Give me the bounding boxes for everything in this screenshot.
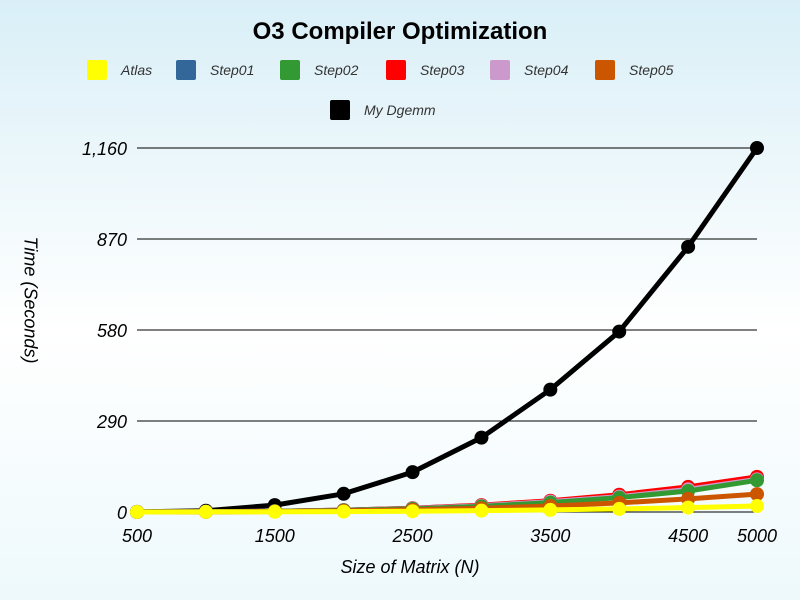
legend-swatch-atlas xyxy=(87,60,107,80)
data-point-atlas-1 xyxy=(198,504,213,519)
data-point-my-dgemm-9 xyxy=(750,141,764,155)
legend-item-step04[interactable]: Step04 xyxy=(490,58,568,82)
data-point-step02-9 xyxy=(750,473,764,488)
legend-label-step03: Step03 xyxy=(420,62,465,78)
legend-label-step05: Step05 xyxy=(629,62,674,78)
y-tick-label-4: 1,160 xyxy=(82,139,127,159)
x-tick-label-5: 5000 xyxy=(737,526,777,546)
y-tick-label-3: 870 xyxy=(97,230,127,250)
data-point-atlas-9 xyxy=(750,499,764,514)
chart-legend: Atlas Step01 Step02 Step03 Step04 Step05… xyxy=(0,58,800,128)
x-tick-label-4: 4500 xyxy=(668,526,708,546)
legend-item-atlas[interactable]: Atlas xyxy=(87,58,152,82)
data-point-atlas-7 xyxy=(612,501,627,516)
legend-label-atlas: Atlas xyxy=(121,62,153,78)
data-point-atlas-5 xyxy=(474,503,489,518)
legend-label-step01: Step01 xyxy=(210,62,255,78)
x-axis-label: Size of Matrix (N) xyxy=(340,557,480,577)
data-point-atlas-8 xyxy=(681,500,696,515)
legend-swatch-my-dgemm xyxy=(330,100,350,120)
legend-item-step05[interactable]: Step05 xyxy=(595,58,673,82)
data-point-step05-9 xyxy=(750,487,764,502)
y-tick-labels: 0 290 580 870 1,160 xyxy=(82,139,127,523)
legend-swatch-step05 xyxy=(595,60,615,80)
x-tick-labels: 500 1500 2500 3500 4500 5000 xyxy=(122,526,777,546)
series-line-my-dgemm xyxy=(136,146,760,515)
x-tick-label-1: 1500 xyxy=(255,526,295,546)
data-point-my-dgemm-8 xyxy=(681,239,696,254)
legend-item-my-dgemm[interactable]: My Dgemm xyxy=(330,98,436,122)
data-point-my-dgemm-3 xyxy=(336,486,351,501)
x-tick-label-2: 2500 xyxy=(392,526,433,546)
x-tick-label-0: 500 xyxy=(122,526,152,546)
legend-swatch-step03 xyxy=(386,60,406,80)
data-point-my-dgemm-5 xyxy=(474,430,489,445)
data-point-my-dgemm-6 xyxy=(543,382,558,397)
legend-label-step02: Step02 xyxy=(314,62,359,78)
y-tick-label-2: 580 xyxy=(97,321,127,341)
series-line-atlas xyxy=(136,503,758,515)
data-point-my-dgemm-7 xyxy=(612,324,627,339)
y-tick-label-0: 0 xyxy=(117,503,127,523)
legend-label-step04: Step04 xyxy=(524,62,569,78)
data-point-my-dgemm-4 xyxy=(405,465,420,480)
series-lines xyxy=(130,141,764,519)
legend-item-step03[interactable]: Step03 xyxy=(386,58,464,82)
data-point-atlas-4 xyxy=(405,504,420,519)
chart-title: O3 Compiler Optimization xyxy=(252,18,548,45)
legend-swatch-step04 xyxy=(490,60,510,80)
x-tick-label-3: 3500 xyxy=(530,526,570,546)
y-tick-label-1: 290 xyxy=(96,412,127,432)
data-point-atlas-0 xyxy=(130,504,144,519)
legend-swatch-step01 xyxy=(176,60,196,80)
series-atlas xyxy=(130,499,764,519)
legend-item-step02[interactable]: Step02 xyxy=(280,58,358,82)
legend-item-step01[interactable]: Step01 xyxy=(176,58,254,82)
legend-label-my-dgemm: My Dgemm xyxy=(364,102,436,118)
data-point-atlas-2 xyxy=(267,504,282,519)
legend-swatch-step02 xyxy=(280,60,300,80)
data-point-atlas-6 xyxy=(543,502,558,517)
data-point-atlas-3 xyxy=(336,504,351,519)
